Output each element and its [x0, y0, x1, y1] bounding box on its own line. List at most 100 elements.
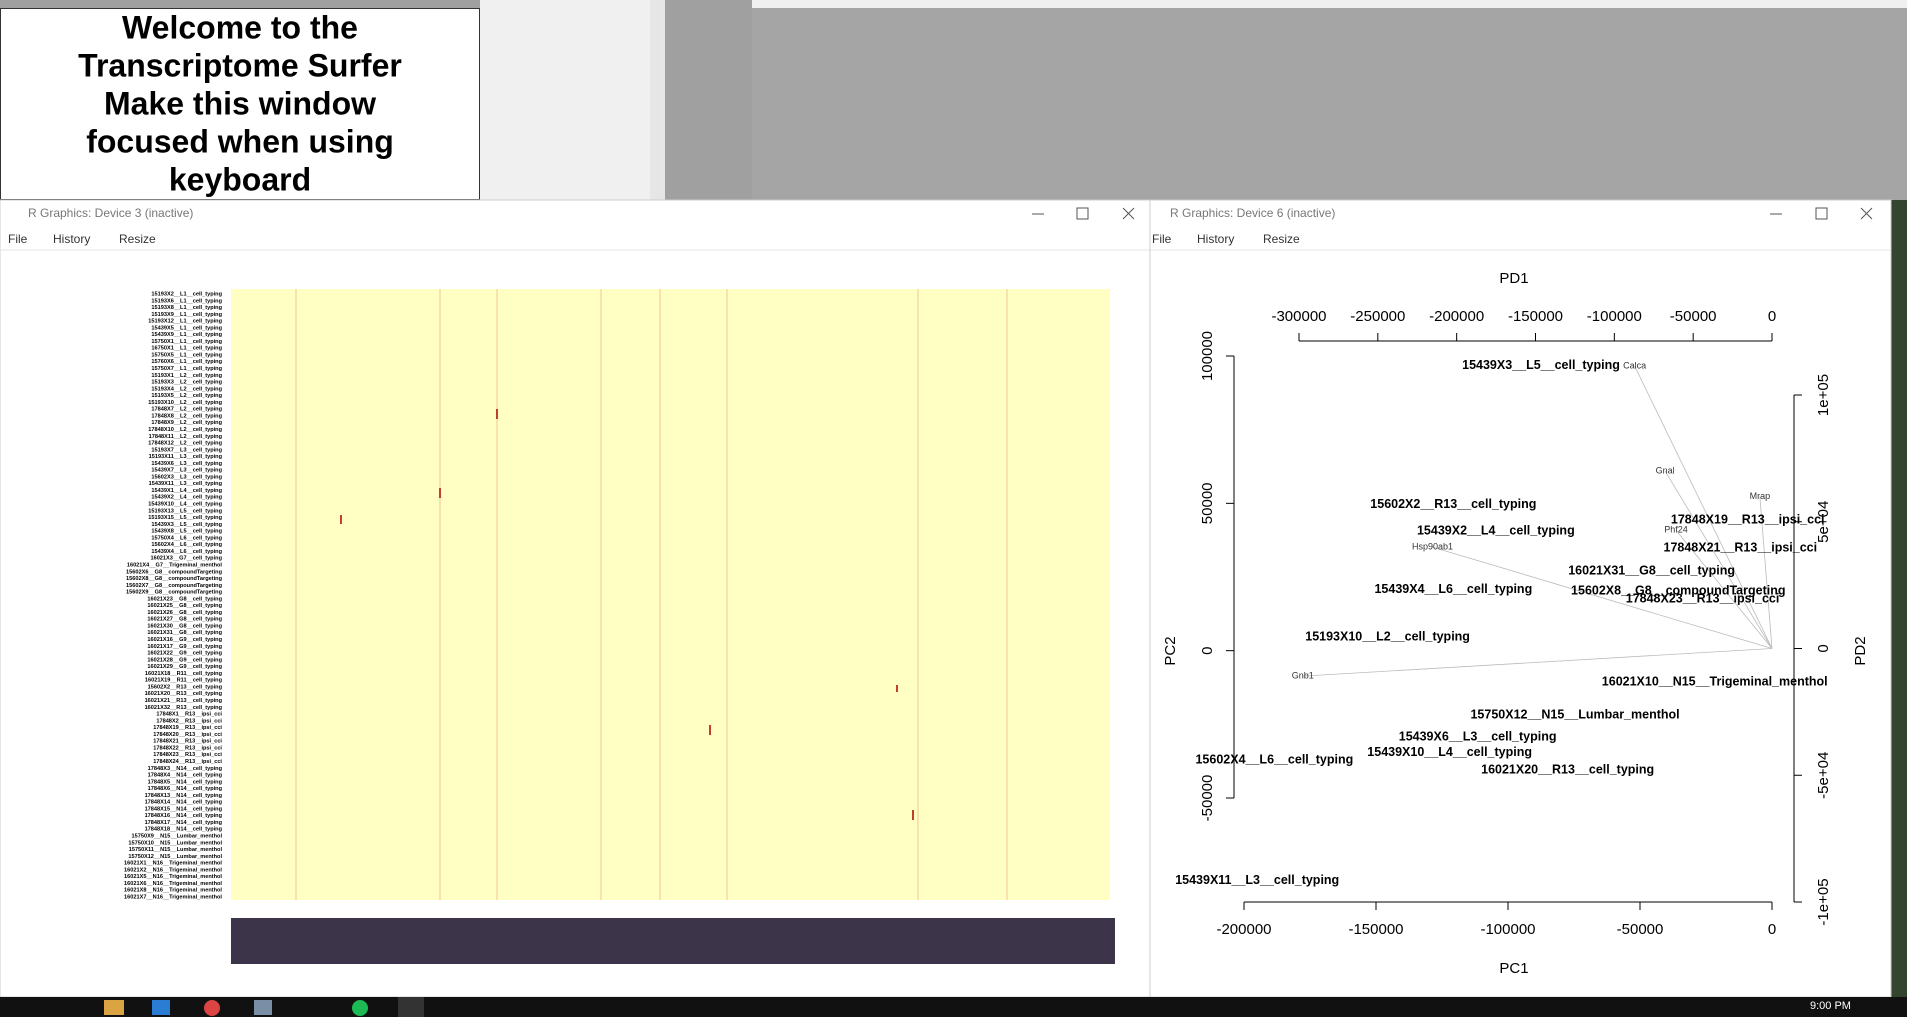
sample-label: 15439X10__L4__cell_typing — [1367, 745, 1532, 759]
row-label: 17848X19__R13__ipsi_cci — [153, 725, 222, 731]
row-label: 17848X8__L2__cell_typing — [151, 413, 222, 419]
row-label: 15439X10__L4__cell_typing — [148, 502, 222, 508]
row-label: 15193X15__L5__cell_typing — [148, 515, 222, 521]
row-label: 17848X9__L2__cell_typing — [151, 420, 222, 426]
row-label: 15602X6__G8__compoundTargeting — [126, 569, 223, 575]
row-label: 16021X27__G8__cell_typing — [147, 617, 222, 623]
row-label: 15439X4__L6__cell_typing — [151, 549, 222, 555]
wallpaper — [1891, 200, 1907, 997]
row-label: 15193X13__L5__cell_typing — [148, 508, 222, 514]
sample-label: 15602X4__L6__cell_typing — [1195, 753, 1353, 767]
row-label: 15750X1__L1__cell_typing — [151, 339, 222, 345]
close-button[interactable] — [1122, 207, 1135, 220]
loading-label: Mrap — [1750, 491, 1771, 501]
x2-tick-label: -50000 — [1670, 308, 1717, 325]
menu-item[interactable]: Resize — [1263, 232, 1300, 246]
loading-label: Calca — [1623, 360, 1646, 370]
y2-tick-label: -1e+05 — [1815, 878, 1832, 925]
y-tick-label: -50000 — [1199, 775, 1216, 822]
window-title: R Graphics: Device 6 (inactive) — [1170, 206, 1335, 220]
row-label: 16021X3__G7__cell_typing — [150, 556, 222, 562]
row-label: 16750X1__L1__cell_typing — [151, 346, 222, 352]
row-label: 16021X21__R13__cell_typing — [145, 698, 223, 704]
heatmap-hot-cells — [340, 409, 914, 820]
row-label: 15193X11__L3__cell_typing — [149, 454, 223, 460]
row-label: 17848X18__N14__cell_typing — [145, 827, 223, 833]
row-label: 17848X21__R13__ipsi_cci — [153, 739, 222, 745]
y2-tick-label: 0 — [1815, 644, 1832, 652]
x2-tick-label: 0 — [1768, 308, 1776, 325]
y-tick-label: 100000 — [1199, 331, 1216, 381]
row-label: 15439X11__L3__cell_typing — [149, 481, 223, 487]
sample-label: 15439X3__L5__cell_typing — [1462, 358, 1620, 372]
row-label: 16021X26__G8__cell_typing — [147, 610, 222, 616]
row-label: 16021X1__N16__Trigeminal_menthol — [124, 861, 222, 867]
x-tick-label: -100000 — [1480, 921, 1535, 938]
menu-item[interactable]: History — [1197, 232, 1234, 246]
row-label: 16021X30__G8__cell_typing — [147, 623, 222, 629]
row-label: 17848X15__N14__cell_typing — [145, 806, 223, 812]
row-label: 16021X8__N16__Trigeminal_menthol — [124, 888, 222, 894]
column-labels — [231, 918, 1115, 964]
sample-label: 17848X19__R13__ipsi_cci — [1671, 513, 1825, 527]
sample-label: 17848X23__R13__ipsi_cci — [1626, 592, 1780, 606]
menu-item[interactable]: File — [8, 232, 28, 246]
row-label: 15750X9__N15__Lumbar_menthol — [132, 834, 223, 840]
row-label: 16021X18__R11__cell_typing — [145, 671, 223, 677]
row-label: 15439X1__L4__cell_typing — [151, 488, 222, 494]
row-label: 16021X5__N16__Trigeminal_menthol — [124, 874, 222, 880]
row-label: 15439X2__L4__cell_typing — [151, 495, 222, 501]
row-label: 16021X25__G8__cell_typing — [147, 603, 222, 609]
taskbar-icon[interactable] — [104, 1000, 124, 1015]
row-label: 15602X2__R13__cell_typing — [148, 684, 223, 690]
taskbar-icon[interactable] — [254, 1000, 272, 1015]
taskbar-icon[interactable] — [152, 1000, 170, 1015]
sample-label: 15193X10__L2__cell_typing — [1305, 630, 1470, 644]
row-label: 16021X6__N16__Trigeminal_menthol — [124, 881, 222, 887]
row-label: 17848X20__R13__ipsi_cci — [153, 732, 222, 738]
scrollbar[interactable] — [650, 0, 665, 200]
taskbar-icon[interactable] — [204, 1000, 220, 1016]
row-label: 16021X31__G8__cell_typing — [147, 630, 222, 636]
y-axis-title: PC2 — [1162, 636, 1179, 665]
sample-label: 15439X2__L4__cell_typing — [1417, 524, 1575, 538]
menu-item[interactable]: History — [53, 232, 90, 246]
row-label: 15750X10__N15__Lumbar_menthol — [128, 840, 222, 846]
row-label: 17848X7__L2__cell_typing — [151, 407, 222, 413]
welcome-line: Welcome to the — [122, 9, 358, 45]
row-label: 16021X32__R13__cell_typing — [145, 705, 223, 711]
maximize-button[interactable] — [1076, 207, 1089, 220]
menu-item[interactable]: File — [1152, 232, 1172, 246]
loading-label: Phf24 — [1664, 524, 1688, 534]
row-label: 15750X5__L1__cell_typing — [151, 352, 222, 358]
loading-arrow — [1675, 529, 1773, 649]
welcome-window[interactable] — [0, 8, 480, 200]
x-tick-label: -200000 — [1216, 921, 1271, 938]
row-label: 15193X2__L1__cell_typing — [151, 291, 222, 297]
y2-tick-label: 1e+05 — [1815, 374, 1832, 416]
x2-tick-label: -300000 — [1271, 308, 1326, 325]
close-button[interactable] — [1860, 207, 1873, 220]
row-label: 15750X4__L6__cell_typing — [151, 535, 222, 541]
row-label: 15602X8__G8__compoundTargeting — [126, 576, 223, 582]
maximize-button[interactable] — [1815, 207, 1828, 220]
row-label: 17848X13__N14__cell_typing — [145, 793, 223, 799]
row-label: 15602X7__G8__compoundTargeting — [126, 583, 223, 589]
welcome-line: Make this window — [104, 85, 376, 121]
menu-item[interactable]: Resize — [119, 232, 156, 246]
x-axis-title: PC1 — [1499, 960, 1528, 977]
window-title: R Graphics: Device 3 (inactive) — [28, 206, 193, 220]
loading-arrow — [1759, 496, 1773, 649]
background-window — [752, 0, 1907, 200]
y-tick-label: 0 — [1199, 646, 1216, 654]
taskbar-icon[interactable] — [352, 1000, 368, 1016]
loading-arrow — [1664, 470, 1773, 649]
sample-label: 16021X31__G8__cell_typing — [1568, 564, 1735, 578]
x2-axis-title: PD1 — [1499, 270, 1528, 287]
row-label: 15750X12__N15__Lumbar_menthol — [128, 854, 222, 860]
sample-label: 17848X21__R13__ipsi_cci — [1664, 541, 1818, 555]
taskbar-icon[interactable] — [398, 997, 424, 1017]
row-label: 15193X9__L1__cell_typing — [151, 312, 222, 318]
device6-window[interactable] — [1149, 199, 1892, 998]
